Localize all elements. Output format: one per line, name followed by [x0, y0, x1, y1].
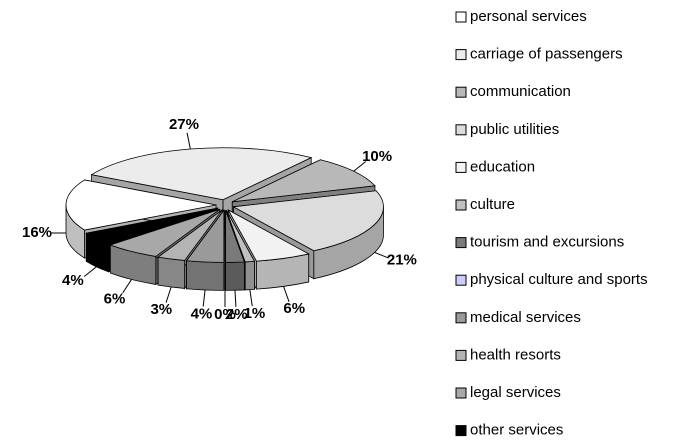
- data-label: 10%: [362, 148, 392, 165]
- legend-label: personal services: [470, 8, 587, 25]
- leader-line: [83, 266, 97, 277]
- data-label: 3%: [150, 301, 172, 318]
- slice-shade: [158, 257, 185, 289]
- slice-top: [90, 147, 313, 201]
- slice-shade: [186, 260, 224, 291]
- legend-swatch: [455, 425, 467, 437]
- leader-line: [165, 286, 172, 303]
- legend-label: physical culture and sports: [470, 271, 648, 288]
- legend-swatch: [455, 11, 467, 23]
- slice: [185, 209, 225, 291]
- legend-swatch: [455, 312, 467, 324]
- legend-swatch: [455, 124, 467, 136]
- slice-top: [85, 207, 218, 245]
- leader-line: [353, 161, 367, 172]
- data-label: 27%: [169, 116, 199, 133]
- slice-top: [185, 209, 225, 263]
- legend-label: tourism and excursions: [470, 234, 624, 251]
- legend-label: health resorts: [470, 346, 561, 363]
- legend-label: other services: [470, 422, 563, 439]
- slice-top: [225, 210, 245, 263]
- leader-line: [249, 289, 253, 307]
- data-label: 4%: [191, 305, 213, 322]
- leader-line: [283, 286, 290, 302]
- slice-shade: [245, 261, 255, 290]
- leader-line: [202, 289, 206, 307]
- legend-label: public utilities: [470, 121, 559, 138]
- slice-top: [226, 210, 256, 263]
- slice-shade: [313, 206, 384, 279]
- data-label: 6%: [283, 300, 305, 317]
- slice-shade: [256, 253, 309, 290]
- legend-label: culture: [470, 196, 515, 213]
- slice-top: [232, 190, 384, 252]
- legend-swatch: [455, 49, 467, 61]
- leader-line: [374, 251, 389, 259]
- data-label: 0%: [214, 306, 236, 323]
- leader-line: [122, 279, 132, 294]
- slice-top: [65, 179, 217, 231]
- slice-shade: [86, 233, 109, 272]
- leader-line: [234, 290, 237, 307]
- legend-swatch: [455, 349, 467, 361]
- legend-swatch: [455, 274, 467, 286]
- legend-label: legal services: [470, 384, 561, 401]
- legend-swatch: [455, 199, 467, 211]
- slice-top: [227, 209, 310, 262]
- data-label: 2%: [226, 306, 248, 323]
- data-label: 6%: [104, 290, 126, 307]
- data-label: 16%: [22, 224, 52, 241]
- legend-swatch: [455, 86, 467, 98]
- slice-top: [157, 209, 223, 261]
- leader-line: [186, 132, 191, 150]
- legend-label: communication: [470, 83, 571, 100]
- legend-swatch: [455, 387, 467, 399]
- slice-top: [109, 208, 220, 257]
- legend-swatch: [455, 237, 467, 249]
- legend-label: education: [470, 158, 535, 175]
- slice-shade: [110, 244, 156, 285]
- legend-label: carriage of passengers: [470, 46, 623, 63]
- legend-label: medical services: [470, 309, 581, 326]
- legend-swatch: [455, 161, 467, 173]
- slice-shade: [225, 261, 245, 291]
- data-label: 21%: [387, 252, 417, 269]
- slice: [225, 210, 245, 291]
- data-label: 1%: [244, 305, 266, 322]
- data-label: 4%: [62, 272, 84, 289]
